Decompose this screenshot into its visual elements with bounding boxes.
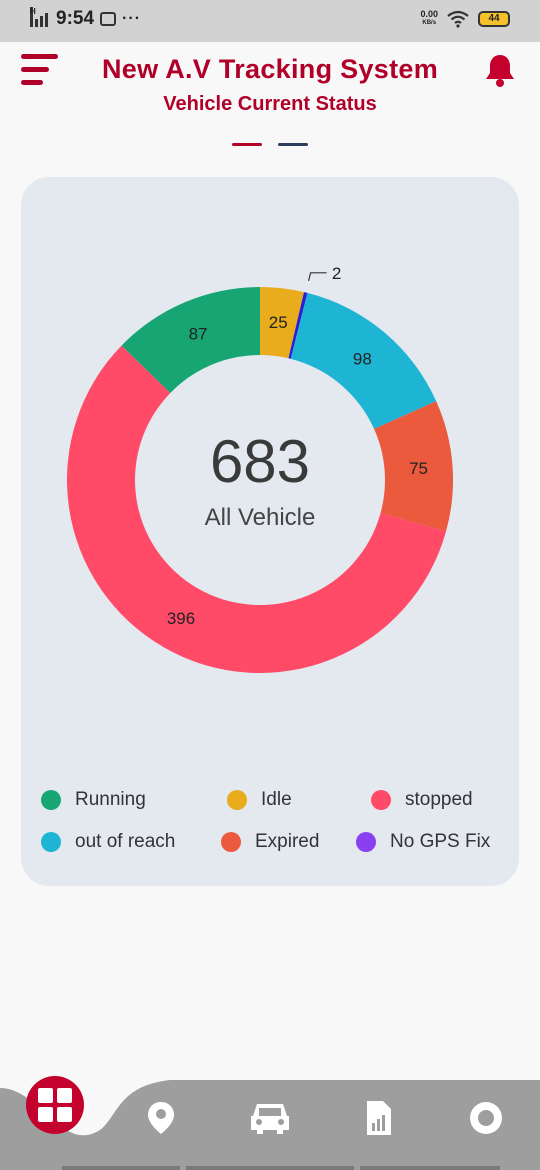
vehicle-status-donut-chart: 25 2 98 75 396 87 683 All Vehicle — [67, 264, 454, 673]
legend-dot — [41, 832, 61, 852]
donut-slice-idle[interactable] — [260, 287, 304, 359]
donut-value-label: 25 — [269, 313, 288, 332]
donut-slice-expired[interactable] — [374, 401, 454, 532]
notification-bell-icon[interactable] — [482, 52, 518, 88]
network-speed-unit: KB/s — [422, 20, 437, 26]
network-speed: 0.00 KB/s — [420, 10, 438, 28]
legend-label: stopped — [405, 789, 473, 810]
legend-dot — [221, 832, 241, 852]
donut-value-label: 396 — [167, 609, 195, 628]
vehicle-status-card: 25 2 98 75 396 87 683 All Vehicle Running Idl… — [21, 177, 519, 886]
page-indicator-inactive[interactable] — [278, 143, 308, 146]
legend-item-out-of-reach[interactable]: out of reach — [41, 831, 175, 853]
mail-icon — [100, 12, 117, 26]
wifi-icon — [447, 10, 469, 28]
donut-callout-line — [307, 272, 327, 281]
legend-item-expired[interactable]: Expired — [221, 831, 319, 853]
status-time: 9:54 — [56, 8, 95, 29]
legend-label: Idle — [261, 789, 292, 810]
legend-label: Expired — [255, 831, 320, 852]
circle-record-icon — [470, 1102, 502, 1134]
legend-dot — [227, 790, 247, 810]
donut-value-label: 87 — [189, 325, 208, 344]
legend-label: out of reach — [75, 831, 176, 852]
legend-label: No GPS Fix — [390, 831, 491, 852]
legend-dot — [371, 790, 391, 810]
page-title: New A.V Tracking System — [101, 54, 439, 84]
donut-slice-no-gps-fix[interactable] — [288, 292, 308, 359]
battery-icon: 44 — [478, 11, 510, 27]
page-subtitle: Vehicle Current Status — [163, 93, 377, 115]
donut-value-label: 2 — [332, 264, 341, 283]
nav-settings-button[interactable] — [469, 1101, 503, 1135]
total-vehicle-count: 683 — [210, 428, 310, 495]
car-icon — [251, 1104, 289, 1134]
status-bar: H 9:54 ··· 0.00 KB/s 44 — [0, 0, 540, 42]
legend-item-running[interactable]: Running — [41, 789, 146, 811]
menu-icon[interactable] — [21, 54, 61, 86]
donut-slice-out-of-reach[interactable] — [290, 292, 437, 429]
donut-value-label: 75 — [409, 459, 428, 478]
signal-icon: H — [30, 7, 50, 27]
legend-dot — [41, 790, 61, 810]
nav-vehicles-button[interactable] — [249, 1100, 291, 1136]
network-speed-value: 0.00 — [420, 9, 438, 19]
legend-dot — [356, 832, 376, 852]
donut-slice-stopped[interactable] — [67, 345, 447, 673]
donut-slice-running[interactable] — [121, 287, 260, 393]
legend-item-idle[interactable]: Idle — [227, 789, 292, 811]
more-notifications-icon: ··· — [122, 10, 142, 27]
total-vehicle-label: All Vehicle — [205, 504, 316, 531]
nav-reports-button[interactable] — [365, 1099, 393, 1137]
report-document-icon — [367, 1101, 391, 1135]
nav-location-button[interactable] — [145, 1100, 177, 1136]
legend-label: Running — [75, 789, 146, 810]
nav-dashboard-button[interactable] — [26, 1076, 84, 1134]
donut-value-label: 98 — [353, 349, 372, 368]
page-indicator-active[interactable] — [232, 143, 262, 146]
page-indicator — [232, 143, 308, 146]
dashboard-grid-icon — [38, 1088, 72, 1122]
legend-item-no-gps-fix[interactable]: No GPS Fix — [356, 831, 490, 853]
legend-item-stopped[interactable]: stopped — [371, 789, 473, 811]
network-type-label: H — [30, 7, 36, 27]
location-pin-icon — [148, 1102, 174, 1134]
